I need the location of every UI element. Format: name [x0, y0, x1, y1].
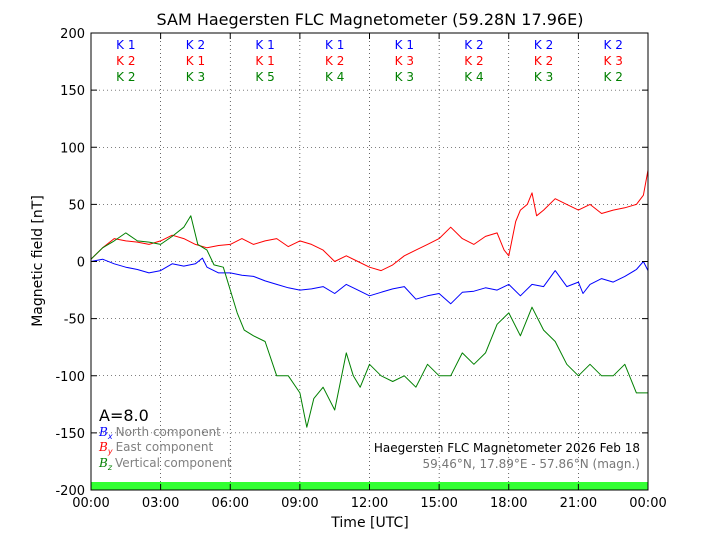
x-tick-label: 18:00 — [490, 496, 527, 511]
x-tick-label: 12:00 — [351, 496, 388, 511]
y-tick-label: 200 — [60, 27, 85, 42]
legend-entry-y: By East component — [98, 440, 213, 456]
k-index-vertical: K 3 — [395, 70, 414, 84]
k-index-table: K 1 K 2 K 1 K 1 K 1 K 2 K 2 K 2 K 2 K 1 K 1 K 2 K 3 K… — [116, 38, 623, 84]
x-tick-label: 00:00 — [629, 496, 666, 511]
y-axis-label: Magnetic field [nT] — [30, 195, 46, 327]
k-index-east: K 2 — [116, 54, 135, 68]
k-index-vertical: K 4 — [325, 70, 344, 84]
x-tick-label: 15:00 — [420, 496, 457, 511]
series-lines — [90, 170, 649, 428]
k-index-east: K 1 — [255, 54, 274, 68]
y-tick-label: -150 — [55, 427, 85, 442]
x-tick-label: 00:00 — [72, 496, 109, 511]
x-tick-label: 09:00 — [281, 496, 318, 511]
k-index-east: K 2 — [534, 54, 553, 68]
k-index-vertical: K 3 — [186, 70, 205, 84]
caption-line-2: 59.46°N, 17.89°E - 57.86°N (magn.) — [423, 457, 640, 471]
k-index-east: K 3 — [604, 54, 623, 68]
x-tick-label: 21:00 — [560, 496, 597, 511]
k-index-vertical: K 2 — [604, 70, 623, 84]
k-index-east: K 1 — [186, 54, 205, 68]
y-tick-label: 0 — [77, 256, 85, 271]
x-tick-label: 06:00 — [212, 496, 249, 511]
y-tick-label: 50 — [68, 198, 85, 213]
k-index-north: K 1 — [325, 38, 344, 52]
k-index-vertical: K 4 — [464, 70, 483, 84]
y-tick-label: -100 — [55, 370, 85, 385]
k-index-north: K 1 — [255, 38, 274, 52]
y-tick-label: -50 — [64, 313, 85, 328]
series-line-z — [90, 215, 648, 428]
series-line-y — [90, 170, 649, 272]
k-index-east: K 2 — [325, 54, 344, 68]
series-line-x — [90, 257, 649, 305]
legend-entry-z: Bz Vertical component — [98, 456, 232, 472]
k-index-east: K 2 — [464, 54, 483, 68]
activity-index: A=8.0 — [99, 406, 149, 425]
k-index-vertical: K 5 — [255, 70, 274, 84]
k-index-north: K 2 — [604, 38, 623, 52]
k-index-north: K 2 — [534, 38, 553, 52]
k-index-vertical: K 2 — [116, 70, 135, 84]
k-index-north: K 2 — [464, 38, 483, 52]
x-tick-label: 03:00 — [142, 496, 179, 511]
chart-title: SAM Haegersten FLC Magnetometer (59.28N … — [157, 10, 584, 29]
k-index-north: K 1 — [116, 38, 135, 52]
y-tick-label: -200 — [55, 484, 85, 499]
grid — [91, 33, 648, 490]
x-axis-label: Time [UTC] — [330, 515, 408, 531]
k-index-vertical: K 3 — [534, 70, 553, 84]
legend-entry-x: Bx North component — [98, 425, 221, 441]
caption-line-1: Haegersten FLC Magnetometer 2026 Feb 18 — [374, 441, 640, 455]
y-tick-label: 100 — [60, 141, 85, 156]
k-index-east: K 3 — [395, 54, 414, 68]
k-index-north: K 2 — [186, 38, 205, 52]
axes: 00:00 03:00 06:00 09:00 12:00 15:00 18:00 21:00… — [55, 27, 666, 511]
k-index-north: K 1 — [395, 38, 414, 52]
y-tick-label: 150 — [60, 84, 85, 99]
